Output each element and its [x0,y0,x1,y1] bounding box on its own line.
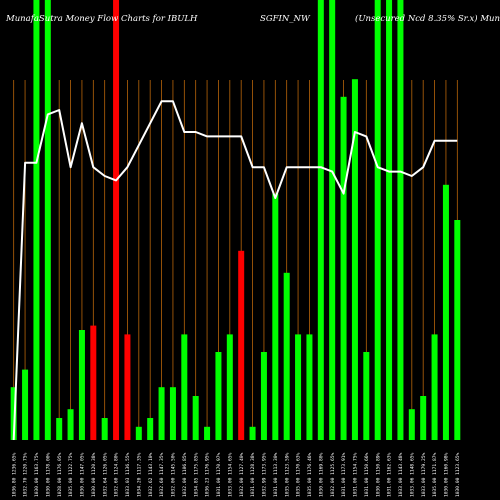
x-tick-label: 1032.70 1220.75% [23,453,29,497]
x-tick-label: 1035.00 1123.59% [284,453,290,497]
x-tick-label: 1036.23 1176.95% [205,453,211,497]
x-tick-label: 1033.00 1179.25% [421,453,427,497]
bar [306,334,313,440]
x-tick-label: 1030.00 1150.89% [375,453,381,497]
x-tick-label: 1031.00 1170.97% [216,453,222,497]
x-tick-label: 1034.85 1175.85% [193,453,199,497]
x-tick-label: 1035.00 1171.87% [432,453,438,497]
bar [192,396,199,440]
x-tick-label: 1032.00 1127.40% [239,453,245,497]
bar [454,220,461,440]
bar [33,0,40,440]
price-line [12,100,458,441]
bar [295,334,302,440]
x-tick-label: 1031.00 1173.91% [341,453,347,497]
bar [442,184,449,440]
x-tick-label: 1031.00 1154.75% [353,453,359,497]
bar [113,0,120,440]
bar [386,0,393,440]
bar [90,325,97,440]
bar [374,0,381,440]
bar [78,330,85,440]
x-tick-label: 1035.00 1122.75% [68,453,74,497]
x-tick-label: 1031.00 1128.38% [250,453,256,497]
bar [340,96,347,441]
x-tick-label: 1030.00 1147.05% [80,453,86,497]
x-tick-label: 1028.00 1176.05% [57,453,63,497]
bar [431,334,438,440]
bar [238,250,245,440]
bar [317,0,324,440]
x-tick-label: 1033.00 1143.48% [398,453,404,497]
x-tick-label: 1032.64 1126.05% [102,453,108,497]
title-part-2: SGFIN_NW [260,14,311,24]
x-tick-label: 1036.80 1236.65% [11,453,17,497]
bar [147,418,154,440]
bar [169,387,176,440]
bar [351,79,358,440]
x-tick-label: 1032.00 1125.65% [330,453,336,497]
bar [101,418,108,440]
bar [158,387,165,440]
bar [283,272,290,440]
bar [10,387,17,440]
bar [226,334,233,440]
x-tick-label: 1032.62 1143.10% [148,453,154,497]
bar [260,352,267,440]
x-tick-label: 1035.00 1176.46% [307,453,313,497]
x-tick-label: 1031.00 1150.66% [364,453,370,497]
bar [397,0,404,440]
bar [44,0,51,440]
x-tick-label: 1030.00 1163.75% [34,453,40,497]
title-part-1: MunafaSutra Money Flow Charts for IBULH [5,14,198,24]
bar [363,352,370,440]
bar [22,369,29,440]
x-tick-label: 1030.00 1169.80% [318,453,324,497]
bar [249,426,256,440]
title-part-3: (Unsecured Ncd 8.35% Sr.x) MunafaSutra.c… [355,13,500,24]
x-tick-label: 1030.00 1120.38% [91,453,97,497]
bar [215,352,222,440]
bar [408,409,415,440]
x-tick-label: 1032.60 1124.80% [114,453,120,497]
x-tick-label: 1033.03 1136.55% [125,453,131,497]
x-tick-label: 1033.00 1154.65% [227,453,233,497]
bar [420,396,427,440]
x-tick-label: 1032.60 1147.35% [159,453,165,497]
bar [204,426,211,440]
x-tick-label: 1031.00 1162.63% [387,453,393,497]
bar [181,334,188,440]
x-axis-labels: 1036.80 1236.65% 1032.70 1220.75% 1030.00 … [11,453,461,497]
x-tick-label: 1034.20 1117.35% [136,453,142,497]
x-tick-label: 1030.00 1123.65% [455,453,461,497]
bar [135,426,142,440]
x-tick-label: 1032.00 1106.85% [182,453,188,497]
x-tick-label: 1031.00 1113.30% [273,453,279,497]
bar [124,334,131,440]
money-flow-bars [10,0,461,441]
bar [272,193,279,440]
bar [67,409,74,440]
x-tick-label: 1030.00 1178.00% [45,453,51,497]
bar [329,0,336,440]
x-tick-label: 1032.99 1173.95% [262,453,268,497]
x-tick-label: 1030.00 1160.98% [444,453,450,497]
x-tick-label: 1033.06 1148.65% [409,453,415,497]
bar [56,418,63,440]
x-tick-label: 1032.00 1145.50% [171,453,177,497]
x-tick-label: 1035.00 1170.63% [296,453,302,497]
